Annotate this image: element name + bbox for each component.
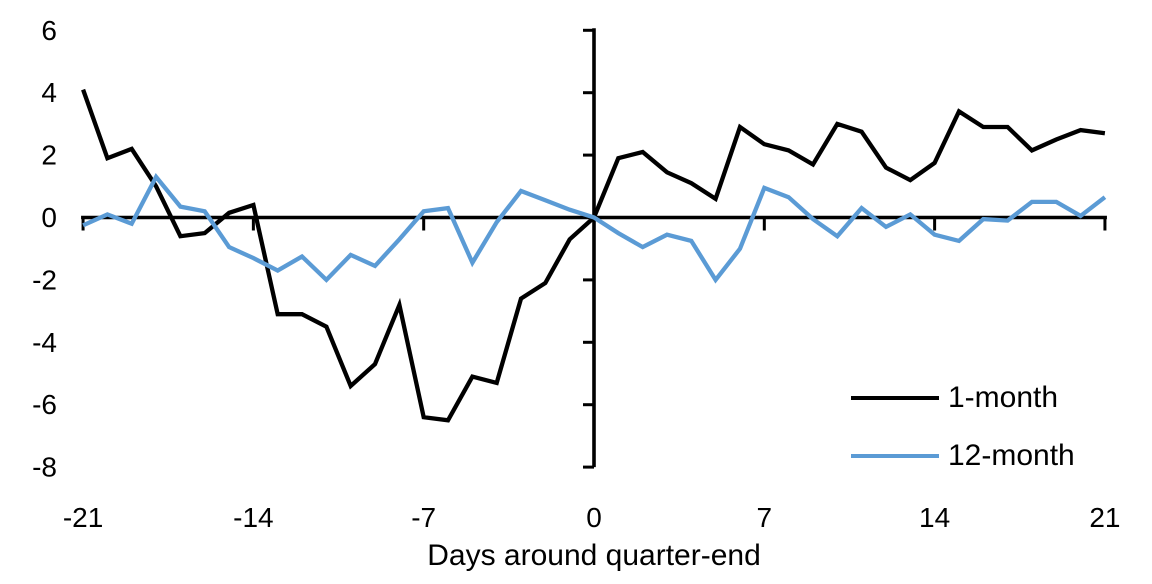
legend-item-12-month: 12-month: [851, 437, 1075, 474]
legend-label-12-month: 12-month: [948, 438, 1075, 472]
legend: 1-month 12-month: [851, 379, 1075, 495]
x-axis-title: Days around quarter-end: [427, 539, 761, 572]
legend-label-1-month: 1-month: [948, 380, 1059, 414]
y-tick-label: -4: [32, 327, 57, 358]
y-tick-label: 6: [41, 15, 57, 46]
x-tick-label: 14: [919, 502, 950, 533]
x-tick-label: -14: [233, 502, 273, 533]
x-tick-label: 7: [757, 502, 773, 533]
x-tick-label: -7: [411, 502, 436, 533]
legend-line-sample-1-month: [851, 395, 939, 400]
y-tick-label: -2: [32, 264, 57, 295]
y-tick-label: -6: [32, 389, 57, 420]
legend-line-sample-12-month: [851, 453, 939, 458]
series-line-12-month: [82, 173, 1107, 284]
legend-item-1-month: 1-month: [851, 379, 1075, 416]
y-tick-label: -8: [32, 452, 57, 483]
x-tick-label: -21: [63, 502, 103, 533]
y-tick-label: 4: [41, 77, 57, 108]
x-tick-label: 21: [1089, 502, 1120, 533]
y-tick-label: 2: [41, 140, 57, 171]
y-tick-label: 0: [41, 202, 57, 233]
x-tick-label: 0: [586, 502, 602, 533]
